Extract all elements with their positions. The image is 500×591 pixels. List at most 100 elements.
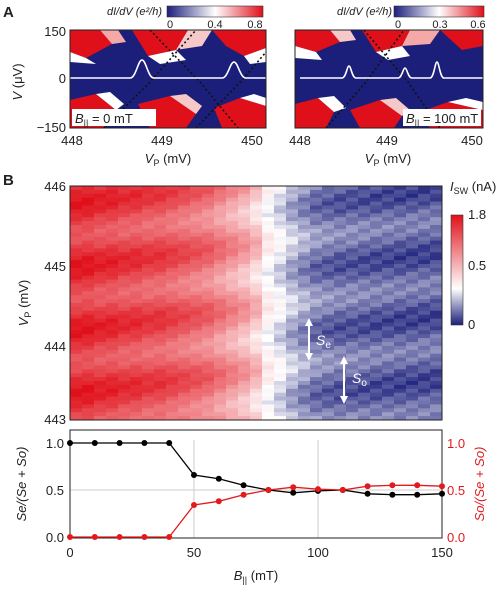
heatmap-cell	[70, 217, 83, 222]
heatmap-cell	[250, 353, 263, 358]
heatmap-cell	[382, 388, 395, 394]
heatmap-cell	[430, 330, 443, 335]
heatmap-cell	[106, 236, 119, 241]
heatmap-cell	[106, 349, 119, 355]
heatmap-cell	[394, 232, 407, 238]
heatmap-cell	[298, 295, 311, 300]
heatmap-cell	[406, 416, 419, 421]
heatmap-cell	[154, 240, 167, 245]
heatmap-cell	[298, 373, 311, 378]
heatmap-cell	[238, 221, 251, 226]
heatmap-cell	[106, 279, 119, 284]
heatmap-cell	[346, 256, 359, 261]
fraction-x-label-unit: (mT)	[247, 568, 278, 583]
heatmap-cell	[250, 412, 263, 417]
heatmap-cell	[418, 287, 431, 292]
heatmap-cell	[382, 213, 395, 218]
heatmap-cell	[406, 392, 419, 397]
heatmap-cell	[406, 236, 419, 241]
heatmap-cell	[166, 416, 179, 421]
heatmap-cell	[142, 322, 155, 327]
heatmap-cell	[382, 365, 395, 370]
heatmap-cell	[370, 209, 383, 214]
heatmap-cell	[346, 193, 359, 199]
heatmap-cell	[178, 213, 191, 218]
heatmap-cell	[370, 303, 383, 308]
heatmap-cell	[142, 201, 155, 206]
heatmap-cell	[418, 271, 431, 277]
heatmap-cell	[82, 306, 95, 312]
heatmap-cell	[214, 349, 227, 355]
heatmap-cell	[334, 291, 347, 296]
heatmap-cell	[166, 330, 179, 335]
heatmap-cell	[286, 396, 299, 401]
heatmap-cell	[358, 365, 371, 370]
panel-a-right-x-label: VP (mV)	[365, 151, 411, 168]
heatmap-cell	[406, 252, 419, 257]
heatmap-cell	[358, 381, 371, 386]
heatmap-cell	[70, 248, 83, 253]
heatmap-cell	[130, 248, 143, 253]
heatmap-cell	[394, 275, 407, 280]
heatmap-cell	[214, 306, 227, 312]
heatmap-cell	[190, 275, 203, 280]
panel-a-right-frame	[294, 29, 484, 129]
heatmap-cell	[358, 213, 371, 218]
heatmap-cell	[142, 314, 155, 319]
panel-a-y-label-main: V	[10, 91, 25, 101]
heatmap-cell	[430, 396, 443, 401]
heatmap-cell	[130, 326, 143, 331]
heatmap-cell	[346, 225, 359, 230]
heatmap-cell	[358, 256, 371, 261]
heatmap-cell	[142, 400, 155, 405]
heatmap-cell	[118, 189, 131, 195]
heatmap-cell	[322, 232, 335, 238]
heatmap-cell	[166, 361, 179, 366]
heatmap-cell	[154, 205, 167, 210]
panel-b-cbar-tick: 0.5	[468, 258, 486, 273]
fraction-odd-point	[116, 534, 123, 540]
heatmap-cell	[358, 244, 371, 249]
heatmap-cell	[430, 404, 443, 409]
heatmap-cell	[190, 416, 203, 421]
heatmap-cell	[394, 291, 407, 296]
panel-b-heatmap-y-tick: 443	[44, 412, 66, 427]
heatmap-cell	[70, 275, 83, 280]
heatmap-cell	[298, 205, 311, 210]
heatmap-cell	[214, 361, 227, 366]
heatmap-cell	[190, 334, 203, 339]
heatmap-cell	[154, 193, 167, 199]
heatmap-cell	[382, 228, 395, 234]
heatmap-cell	[94, 334, 107, 339]
heatmap-cell	[430, 244, 443, 249]
heatmap-cell	[346, 361, 359, 366]
heatmap-cell	[226, 322, 239, 327]
heatmap-cell	[238, 279, 251, 284]
heatmap-cell	[418, 353, 431, 358]
heatmap-cell	[322, 225, 335, 230]
heatmap-cell	[142, 373, 155, 378]
heatmap-cell	[250, 287, 263, 292]
heatmap-cell	[118, 201, 131, 206]
heatmap-cell	[250, 342, 263, 347]
heatmap-cell	[274, 322, 287, 327]
heatmap-cell	[190, 217, 203, 222]
panel-a-right-field-value: = 100 mT	[419, 111, 478, 126]
heatmap-cell	[154, 338, 167, 343]
heatmap-cell	[178, 271, 191, 277]
fraction-x-tick: 50	[187, 545, 201, 560]
heatmap-cell	[238, 330, 251, 335]
heatmap-cell	[286, 275, 299, 280]
panel-a-left-field-value: = 0 mT	[88, 111, 132, 126]
heatmap-cell	[214, 283, 227, 288]
heatmap-cell	[370, 275, 383, 280]
heatmap-cell	[274, 267, 287, 273]
heatmap-cell	[346, 369, 359, 374]
heatmap-cell	[130, 330, 143, 335]
heatmap-cell	[118, 357, 131, 362]
heatmap-cell	[286, 252, 299, 257]
panel-a-left-x-label-sub: P	[153, 158, 159, 168]
heatmap-cell	[130, 260, 143, 265]
heatmap-cell	[346, 209, 359, 214]
heatmap-cell	[370, 279, 383, 284]
